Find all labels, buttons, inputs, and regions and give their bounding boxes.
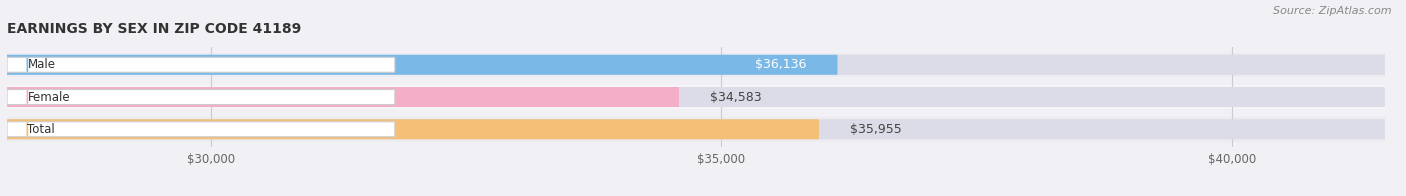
FancyBboxPatch shape xyxy=(7,85,1385,109)
FancyBboxPatch shape xyxy=(7,122,395,137)
Text: EARNINGS BY SEX IN ZIP CODE 41189: EARNINGS BY SEX IN ZIP CODE 41189 xyxy=(7,22,301,36)
FancyBboxPatch shape xyxy=(7,55,1385,75)
Text: $35,955: $35,955 xyxy=(849,123,901,136)
Text: Male: Male xyxy=(28,58,55,71)
FancyBboxPatch shape xyxy=(7,57,395,72)
FancyBboxPatch shape xyxy=(7,87,679,107)
Text: $34,583: $34,583 xyxy=(710,91,761,103)
FancyBboxPatch shape xyxy=(7,119,818,139)
FancyBboxPatch shape xyxy=(7,87,1385,107)
FancyBboxPatch shape xyxy=(7,90,395,104)
Text: $36,136: $36,136 xyxy=(755,58,807,71)
FancyBboxPatch shape xyxy=(7,119,1385,139)
Text: Total: Total xyxy=(28,123,55,136)
FancyBboxPatch shape xyxy=(7,55,838,75)
FancyBboxPatch shape xyxy=(7,53,1385,77)
Text: Source: ZipAtlas.com: Source: ZipAtlas.com xyxy=(1274,6,1392,16)
FancyBboxPatch shape xyxy=(7,117,1385,142)
Text: Female: Female xyxy=(28,91,70,103)
